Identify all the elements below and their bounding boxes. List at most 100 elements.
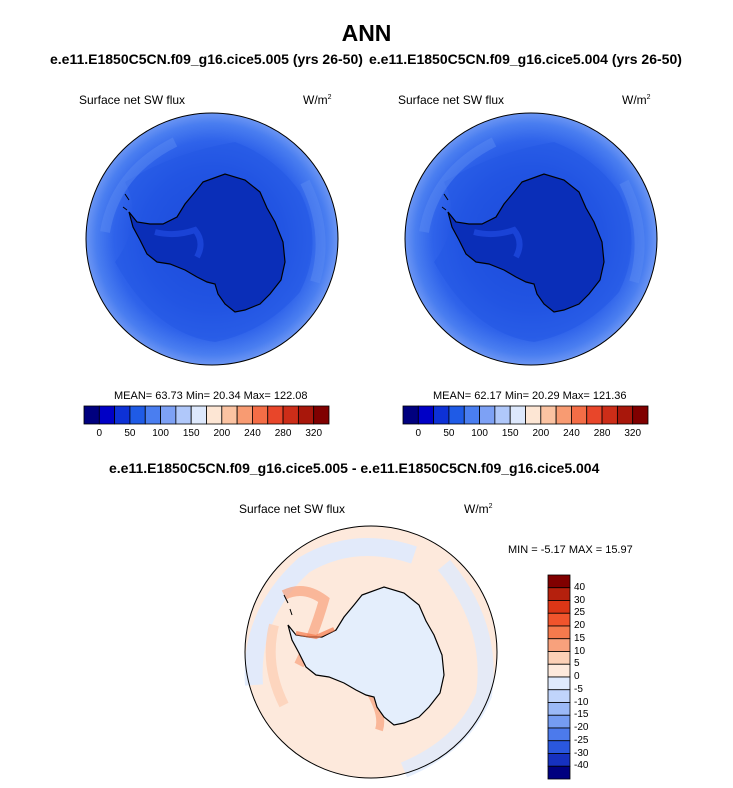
left-colorbar-tick-label: 0 [96, 428, 103, 439]
right-colorbar-tick-label: 240 [563, 428, 580, 439]
right-colorbar-tick-label: 0 [415, 428, 422, 439]
difference-stats: MIN = -5.17 MAX = 15.97 [508, 544, 633, 556]
left-case-header: e.e11.E1850C5CN.f09_g16.cice5.005 (yrs 2… [50, 51, 363, 67]
figure-title: ANN [341, 20, 392, 46]
difference-colorbar-tick-label: 15 [574, 632, 586, 644]
difference-colorbar-box [547, 612, 571, 627]
left-colorbar-box [236, 405, 253, 425]
left-colorbar-box [160, 405, 177, 425]
right-colorbar [402, 405, 649, 425]
right-case-header: e.e11.E1850C5CN.f09_g16.cice5.004 (yrs 2… [369, 51, 682, 67]
right-colorbar-tick-label: 200 [532, 428, 550, 439]
difference-colorbar-tick-label: 5 [574, 658, 580, 670]
left-colorbar-box [282, 405, 299, 425]
difference-colorbar-box [547, 727, 571, 742]
left-colorbar-tick-label: 100 [152, 428, 169, 439]
right-colorbar-tick-label: 280 [593, 428, 611, 439]
difference-units-label: W/m2 [464, 502, 493, 516]
right-stats: MEAN= 62.17 Min= 20.29 Max= 121.36 [433, 390, 627, 402]
difference-colorbar-box [547, 651, 571, 665]
difference-colorbar-box [547, 740, 571, 754]
difference-colorbar-box [547, 638, 571, 652]
difference-colorbar-box [547, 714, 571, 729]
left-colorbar-tick-label: 200 [213, 428, 231, 439]
right-colorbar-box [402, 405, 419, 425]
difference-colorbar-tick-label: -40 [574, 760, 589, 772]
left-polar-map [85, 112, 339, 366]
difference-header: e.e11.E1850C5CN.f09_g16.cice5.005 - e.e1… [109, 460, 600, 476]
right-colorbar-box [525, 405, 542, 425]
left-colorbar-box [221, 405, 238, 425]
difference-colorbar-tick-label: 30 [574, 594, 586, 606]
difference-colorbar-tick-label: -25 [574, 734, 589, 746]
difference-colorbar [547, 574, 571, 780]
difference-colorbar-box [547, 702, 571, 716]
right-colorbar-tick-label: 150 [501, 428, 519, 439]
right-colorbar-box [479, 405, 496, 425]
right-colorbar-tick-label: 320 [624, 428, 642, 439]
right-colorbar-tick-label: 50 [443, 428, 455, 439]
difference-colorbar-box [547, 587, 571, 601]
left-colorbar-tick-label: 240 [244, 428, 261, 439]
left-colorbar-box [206, 405, 223, 425]
difference-colorbar-tick-label: -20 [574, 722, 589, 733]
right-colorbar-box [616, 405, 634, 425]
right-colorbar-box [540, 405, 557, 425]
left-colorbar-box [114, 405, 131, 425]
difference-colorbar-tick-label: 20 [574, 620, 586, 631]
left-colorbar [83, 405, 330, 425]
right-colorbar-box [555, 405, 572, 425]
difference-polar-map [244, 525, 498, 779]
antarctica-coastline [447, 173, 605, 313]
left-colorbar-tick-label: 280 [274, 428, 292, 439]
left-colorbar-box [175, 405, 192, 425]
left-stats: MEAN= 63.73 Min= 20.34 Max= 122.08 [114, 390, 308, 402]
right-colorbar-box [417, 405, 435, 425]
difference-colorbar-box [547, 689, 571, 703]
difference-colorbar-tick-label: -10 [574, 696, 589, 708]
left-colorbar-box [98, 405, 116, 425]
difference-colorbar-box [547, 600, 571, 614]
right-colorbar-box [463, 405, 480, 425]
left-colorbar-box [313, 405, 330, 425]
left-colorbar-box [190, 405, 207, 425]
right-polar-map [404, 112, 658, 366]
difference-colorbar-tick-label: -30 [574, 747, 589, 759]
right-units-label: W/m2 [622, 93, 651, 107]
left-colorbar-box [267, 405, 284, 425]
right-colorbar-box [632, 405, 649, 425]
difference-colorbar-box [547, 765, 571, 780]
difference-colorbar-tick-label: 25 [574, 607, 586, 619]
right-colorbar-box [494, 405, 511, 425]
right-variable-label: Surface net SW flux [398, 93, 505, 107]
left-colorbar-box [129, 405, 146, 425]
right-colorbar-box [433, 405, 450, 425]
difference-colorbar-box [547, 676, 571, 691]
right-colorbar-box [586, 405, 603, 425]
difference-colorbar-tick-label: 40 [574, 581, 586, 593]
difference-variable-label: Surface net SW flux [239, 502, 346, 516]
left-colorbar-tick-label: 150 [182, 428, 200, 439]
left-colorbar-box [144, 405, 161, 425]
right-colorbar-box [509, 405, 526, 425]
antarctica-coastline [128, 173, 286, 313]
difference-colorbar-box [547, 625, 571, 640]
difference-colorbar-box [547, 663, 571, 678]
left-colorbar-box [297, 405, 315, 425]
left-units-label: W/m2 [303, 93, 332, 107]
left-colorbar-tick-label: 50 [124, 428, 136, 439]
right-colorbar-box [448, 405, 465, 425]
difference-colorbar-box [547, 753, 571, 767]
difference-colorbar-tick-label: -5 [574, 683, 583, 695]
difference-colorbar-box [547, 574, 571, 589]
right-colorbar-box [601, 405, 618, 425]
left-variable-label: Surface net SW flux [79, 93, 186, 107]
right-colorbar-box [571, 405, 588, 425]
difference-colorbar-tick-label: 0 [574, 671, 580, 682]
difference-colorbar-tick-label: 10 [574, 645, 586, 657]
left-colorbar-tick-label: 320 [305, 428, 323, 439]
left-colorbar-box [83, 405, 100, 425]
right-colorbar-tick-label: 100 [471, 428, 488, 439]
difference-colorbar-tick-label: -15 [574, 709, 589, 721]
left-colorbar-box [252, 405, 269, 425]
